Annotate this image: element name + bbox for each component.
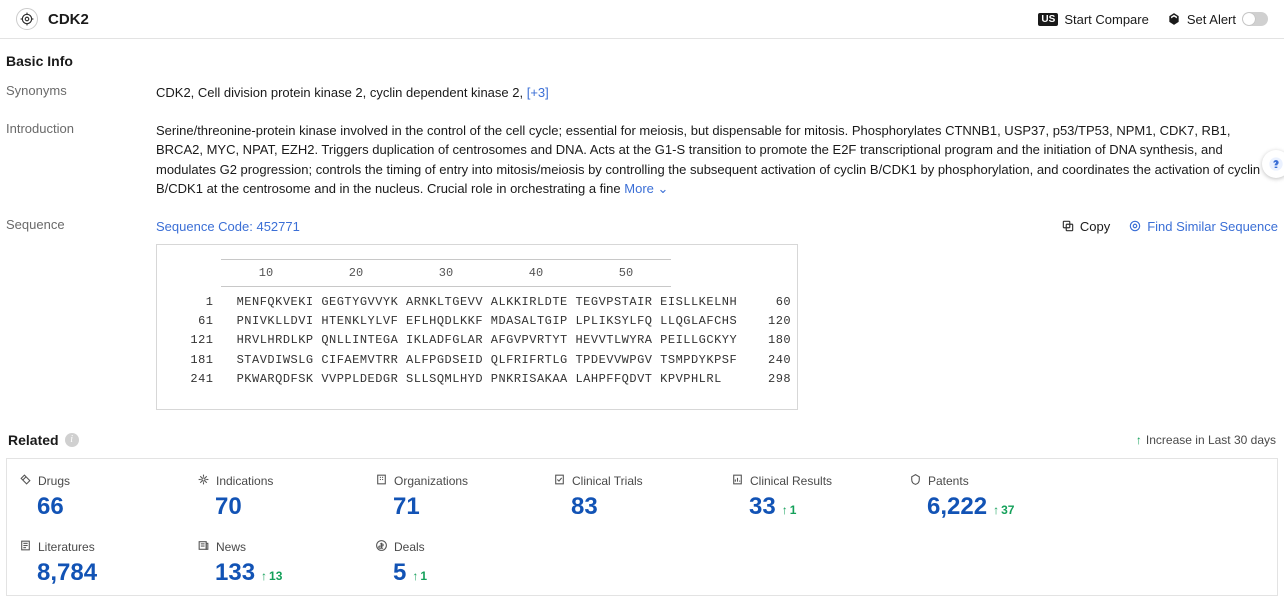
related-card[interactable]: News 133 ↑13 bbox=[197, 539, 375, 587]
copy-label: Copy bbox=[1080, 217, 1110, 237]
floating-help-button[interactable] bbox=[1262, 150, 1284, 178]
synonyms-row: Synonyms CDK2, Cell division protein kin… bbox=[6, 83, 1278, 103]
related-card[interactable]: Patents 6,222 ↑37 bbox=[909, 473, 1087, 521]
sequence-line: 181 STAVDIWSLG CIFAEMVTRR ALFPGDSEID QLF… bbox=[175, 351, 779, 370]
sequence-line: 241 PKWARQDFSK VVPPLDEDGR SLLSQMLHYD PNK… bbox=[175, 370, 779, 389]
alert-toggle[interactable] bbox=[1242, 12, 1268, 26]
sequence-row: Sequence Sequence Code: 452771 Copy Find… bbox=[6, 217, 1278, 410]
compare-badge-icon: US bbox=[1038, 13, 1058, 26]
card-delta: ↑13 bbox=[261, 569, 282, 583]
card-value: 66 bbox=[37, 493, 64, 521]
card-value: 5 bbox=[393, 559, 406, 587]
introduction-label: Introduction bbox=[6, 121, 156, 136]
card-value: 8,784 bbox=[37, 559, 97, 587]
card-value: 70 bbox=[215, 493, 242, 521]
card-label: Clinical Trials bbox=[572, 474, 643, 488]
card-icon bbox=[731, 473, 744, 489]
related-legend: ↑ Increase in Last 30 days bbox=[1136, 433, 1276, 447]
card-label: Patents bbox=[928, 474, 969, 488]
ruler-tick: 30 bbox=[439, 264, 453, 282]
synonyms-more-link[interactable]: [+3] bbox=[527, 85, 549, 100]
ruler-tick: 20 bbox=[349, 264, 363, 282]
card-delta: ↑37 bbox=[993, 503, 1014, 517]
card-label: News bbox=[216, 540, 246, 554]
card-value: 133 bbox=[215, 559, 255, 587]
related-card[interactable]: Deals 5 ↑1 bbox=[375, 539, 553, 587]
related-card[interactable]: Clinical Results 33 ↑1 bbox=[731, 473, 909, 521]
ruler-tick: 10 bbox=[259, 264, 273, 282]
sequence-line: 1 MENFQKVEKI GEGTYGVVYK ARNKLTGEVV ALKKI… bbox=[175, 293, 779, 312]
sequence-line: 121 HRVLHRDLKP QNLLINTEGA IKLADFGLAR AFG… bbox=[175, 331, 779, 350]
sequence-label: Sequence bbox=[6, 217, 156, 232]
sequence-line: 61 PNIVKLLDVI HTENKLYLVF EFLHQDLKKF MDAS… bbox=[175, 312, 779, 331]
card-icon bbox=[19, 473, 32, 489]
set-alert-label: Set Alert bbox=[1187, 12, 1236, 27]
card-label: Organizations bbox=[394, 474, 468, 488]
card-label: Deals bbox=[394, 540, 425, 554]
card-icon bbox=[375, 539, 388, 555]
card-icon bbox=[197, 539, 210, 555]
synonyms-text: CDK2, Cell division protein kinase 2, cy… bbox=[156, 85, 527, 100]
card-label: Indications bbox=[216, 474, 273, 488]
card-value: 6,222 bbox=[927, 493, 987, 521]
alert-icon bbox=[1167, 12, 1181, 26]
related-card bbox=[1087, 473, 1265, 521]
card-delta: ↑1 bbox=[412, 569, 427, 583]
card-icon bbox=[553, 473, 566, 489]
related-card[interactable]: Indications 70 bbox=[197, 473, 375, 521]
info-icon[interactable]: i bbox=[65, 433, 79, 447]
copy-icon bbox=[1061, 219, 1075, 233]
card-icon bbox=[19, 539, 32, 555]
ruler-tick: 40 bbox=[529, 264, 543, 282]
related-header: Related i ↑ Increase in Last 30 days bbox=[6, 432, 1278, 448]
up-arrow-icon: ↑ bbox=[1136, 433, 1142, 447]
card-label: Drugs bbox=[38, 474, 70, 488]
introduction-more-link[interactable]: More ⌄ bbox=[624, 181, 668, 196]
target-icon bbox=[16, 8, 38, 30]
card-icon bbox=[375, 473, 388, 489]
card-value: 33 bbox=[749, 493, 776, 521]
related-card[interactable]: Drugs 66 bbox=[19, 473, 197, 521]
start-compare-label: Start Compare bbox=[1064, 12, 1149, 27]
ruler-tick: 50 bbox=[619, 264, 633, 282]
card-icon bbox=[197, 473, 210, 489]
related-cards: Drugs 66 Indications 70 Organizations 71… bbox=[6, 458, 1278, 596]
card-label: Literatures bbox=[38, 540, 95, 554]
synonyms-label: Synonyms bbox=[6, 83, 156, 98]
start-compare-button[interactable]: US Start Compare bbox=[1038, 12, 1148, 27]
sequence-box: 10 20 30 40 50 1 MENFQKVEKI GEGTYGVVYK A… bbox=[156, 244, 798, 410]
basic-info-heading: Basic Info bbox=[6, 53, 1278, 69]
sequence-code-link[interactable]: Sequence Code: 452771 bbox=[156, 217, 300, 237]
card-value: 71 bbox=[393, 493, 420, 521]
introduction-row: Introduction Serine/threonine-protein ki… bbox=[6, 121, 1278, 199]
page-title: CDK2 bbox=[48, 11, 89, 28]
related-card[interactable]: Organizations 71 bbox=[375, 473, 553, 521]
related-legend-text: Increase in Last 30 days bbox=[1146, 433, 1276, 447]
page-header: CDK2 US Start Compare Set Alert bbox=[0, 0, 1284, 39]
related-card[interactable]: Clinical Trials 83 bbox=[553, 473, 731, 521]
find-similar-label: Find Similar Sequence bbox=[1147, 217, 1278, 237]
set-alert-button[interactable]: Set Alert bbox=[1167, 12, 1268, 27]
copy-button[interactable]: Copy bbox=[1061, 217, 1110, 237]
card-delta: ↑1 bbox=[782, 503, 797, 517]
related-heading: Related bbox=[8, 432, 59, 448]
related-card[interactable]: Literatures 8,784 bbox=[19, 539, 197, 587]
find-similar-button[interactable]: Find Similar Sequence bbox=[1128, 217, 1278, 237]
sequence-ruler: 10 20 30 40 50 bbox=[221, 259, 671, 282]
card-label: Clinical Results bbox=[750, 474, 832, 488]
card-value: 83 bbox=[571, 493, 598, 521]
find-similar-icon bbox=[1128, 219, 1142, 233]
synonyms-value: CDK2, Cell division protein kinase 2, cy… bbox=[156, 83, 1278, 103]
card-icon bbox=[909, 473, 922, 489]
introduction-text: Serine/threonine-protein kinase involved… bbox=[156, 123, 1260, 197]
